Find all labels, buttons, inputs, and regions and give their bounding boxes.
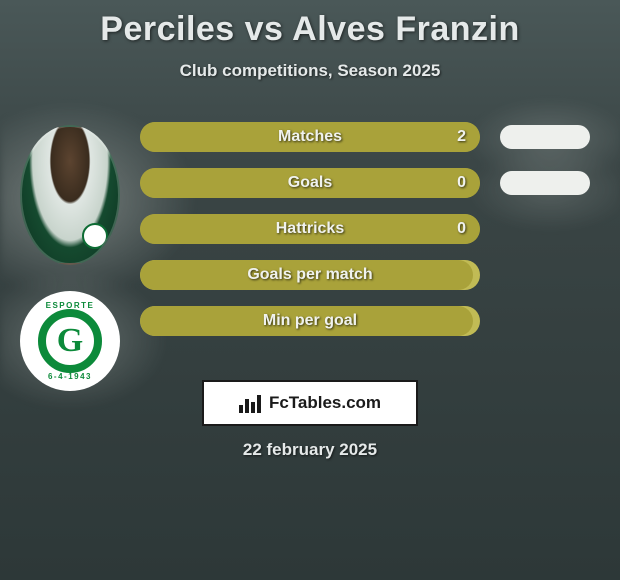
stat-bar: Goals per match	[140, 260, 480, 290]
right-oval	[500, 171, 590, 195]
bar-chart-icon-bar	[245, 399, 249, 413]
bar-chart-icon	[239, 393, 261, 413]
page-title: Perciles vs Alves Franzin	[0, 0, 620, 49]
stat-bar-label: Goals	[140, 174, 480, 192]
club-badge-inner: G	[38, 309, 102, 373]
stat-bar: Goals0	[140, 168, 480, 198]
right-oval	[500, 125, 590, 149]
stat-bar-label: Min per goal	[140, 312, 480, 330]
page-subtitle: Club competitions, Season 2025	[0, 61, 620, 81]
player-avatar	[20, 125, 120, 265]
stat-bar-label: Goals per match	[140, 266, 480, 284]
stat-bar: Hattricks0	[140, 214, 480, 244]
left-column: ESPORTE 6-4-1943 G	[10, 125, 130, 391]
club-badge-letter: G	[57, 322, 83, 360]
club-badge: ESPORTE 6-4-1943 G	[20, 291, 120, 391]
stat-bar: Matches2	[140, 122, 480, 152]
stat-bar-label: Hattricks	[140, 220, 480, 238]
stat-bar-value: 0	[457, 174, 466, 192]
bar-chart-icon-bar	[239, 405, 243, 413]
right-ovals	[500, 122, 600, 217]
stat-bar-value: 0	[457, 220, 466, 238]
bar-chart-icon-bar	[251, 402, 255, 413]
stat-bar-label: Matches	[140, 128, 480, 146]
date-line: 22 february 2025	[0, 440, 620, 460]
club-ring-bottom-text: 6-4-1943	[26, 372, 114, 381]
stat-bars: Matches2Goals0Hattricks0Goals per matchM…	[140, 122, 480, 352]
fctables-text: FcTables.com	[269, 393, 381, 413]
bar-chart-icon-bar	[257, 395, 261, 413]
stat-bar-value: 2	[457, 128, 466, 146]
content-root: Perciles vs Alves Franzin Club competiti…	[0, 0, 620, 81]
stat-bar: Min per goal	[140, 306, 480, 336]
fctables-badge: FcTables.com	[202, 380, 418, 426]
